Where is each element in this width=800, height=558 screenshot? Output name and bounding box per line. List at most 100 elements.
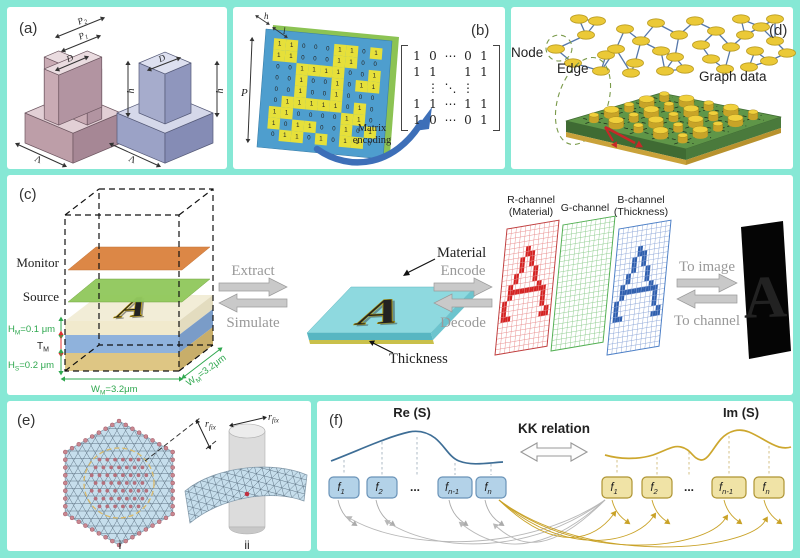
label-to-image: To image: [679, 259, 735, 275]
label-sub-i: i: [119, 538, 122, 552]
frequency-box-label: f2: [375, 482, 383, 496]
graph-node: [547, 44, 565, 54]
label-rfix-ii: rfix: [268, 412, 280, 425]
svg-text:0: 0: [321, 114, 325, 120]
matrix-cell-4-4: 1: [480, 113, 488, 127]
matrix-cell-2-1: ⋮: [427, 81, 439, 95]
svg-text:...: ...: [684, 480, 694, 494]
graph-node: [722, 42, 740, 52]
svg-text:0: 0: [346, 105, 350, 111]
frequency-box-label: f1: [337, 482, 344, 496]
matrix-encoding-arrow: [313, 119, 425, 166]
graph-node: [740, 62, 758, 72]
matrix-cell-0-3: 0: [464, 49, 472, 63]
svg-text:1: 1: [312, 68, 316, 74]
graph-node: [778, 48, 796, 58]
svg-text:0: 0: [332, 127, 336, 133]
matrix-cell-3-3: 1: [464, 97, 472, 111]
svg-text:1: 1: [360, 84, 364, 90]
matrix-cell-4-3: 0: [464, 113, 472, 127]
arrow-label-line1: Matrix: [358, 123, 387, 134]
panel-e-canvas: (e) rfix rfix i ii: [17, 412, 308, 552]
binary-matrix: 1 0 ⋯ 0 1 1 1 1 1 ⋮ ⋱ ⋮ 1 1 ⋯ 1 1 1 0 ⋯ 0 1: [401, 45, 500, 131]
panel-tag-c: (c): [19, 186, 37, 203]
svg-text:1: 1: [308, 124, 312, 130]
frequency-box: [437, 476, 473, 499]
label-b-channel: B-channel: [617, 194, 664, 206]
svg-text:1: 1: [372, 85, 376, 91]
frequency-box: [641, 476, 673, 499]
frequency-box-label: fn: [484, 482, 491, 496]
label-h-left: h: [126, 89, 137, 94]
svg-text:1: 1: [357, 118, 361, 124]
graph-node: [564, 58, 582, 68]
svg-text:0: 0: [320, 125, 324, 131]
svg-text:1: 1: [373, 73, 377, 79]
graph-node: [656, 66, 674, 76]
label-r-channel-2: (Material): [509, 206, 553, 218]
svg-text:0: 0: [367, 141, 371, 147]
label-r-channel: R-channel: [507, 194, 555, 206]
label-p2: P2: [75, 14, 89, 29]
svg-text:0: 0: [274, 98, 278, 104]
svg-text:0: 0: [309, 113, 313, 119]
svg-text:0: 0: [333, 115, 337, 121]
graph-node: [707, 26, 725, 36]
qr-slab: 1 1 0 0 0 1 1 0 1 1 1 0 0 0 1 1 0 0 0 0 1 1 1 1 0 0 1 0 0 1 0 0 1 0 1 1 0 0 1 0…: [245, 15, 399, 160]
arrow-label-line2: encoding: [353, 135, 392, 146]
fdtd-dashed-box: [64, 188, 214, 372]
svg-text:1: 1: [310, 102, 314, 108]
label-encode: Encode: [441, 263, 486, 279]
graph-node: [652, 46, 670, 56]
svg-text:1: 1: [324, 69, 328, 75]
label-hs: HS=0.2 μm: [8, 360, 54, 373]
svg-text:0: 0: [287, 77, 291, 83]
svg-text:1: 1: [336, 70, 340, 76]
matrix-cell-0-1: 0: [429, 49, 437, 63]
graph-node: [702, 54, 720, 64]
graph-node: [760, 56, 778, 66]
graph-node: [607, 44, 625, 54]
rgb-channel-grids: [494, 215, 672, 356]
svg-text:1: 1: [285, 111, 289, 117]
graph-node: [692, 40, 710, 50]
svg-text:1: 1: [298, 100, 302, 106]
svg-text:0: 0: [275, 87, 279, 93]
svg-text:0: 0: [297, 112, 301, 118]
label-decode: Decode: [440, 315, 486, 331]
svg-text:0: 0: [312, 79, 316, 85]
panel-tag-b: (b): [471, 22, 489, 39]
graph-node: [736, 30, 754, 40]
svg-text:0: 0: [325, 58, 329, 64]
graph-node: [577, 30, 595, 40]
label-p1: P1: [76, 29, 90, 44]
frequency-box-label: f1: [610, 482, 617, 496]
matrix-cell-3-1: 1: [429, 97, 437, 111]
label-slab-h: h: [264, 11, 269, 21]
graph-node: [616, 24, 634, 34]
svg-text:...: ...: [410, 480, 420, 494]
svg-text:1: 1: [299, 89, 303, 95]
svg-text:1: 1: [290, 43, 294, 49]
svg-text:1: 1: [278, 42, 282, 48]
svg-text:1: 1: [349, 60, 353, 66]
svg-text:1: 1: [334, 104, 338, 110]
matrix-cell-2-2: ⋱: [444, 81, 457, 95]
label-source: Source: [23, 289, 59, 304]
graph-node: [570, 14, 588, 24]
label-tm: TM: [37, 341, 49, 354]
frequency-box: [328, 476, 360, 499]
graph-node: [716, 64, 734, 74]
svg-text:0: 0: [331, 138, 335, 144]
dimension-lines: [58, 316, 223, 382]
panel-d-graph-data: (d) Node Edge Graph data: [511, 7, 796, 169]
matrix-cell-2-0: [409, 80, 425, 96]
frequency-box: [366, 476, 398, 499]
svg-text:1: 1: [338, 47, 342, 53]
frequency-box: [711, 476, 747, 499]
graph-node: [670, 30, 688, 40]
svg-text:0: 0: [361, 72, 365, 78]
svg-text:0: 0: [356, 129, 360, 135]
panel-a-unit-cells: (a) P2 P1 D D h h Λ Λ: [7, 7, 227, 169]
svg-text:1: 1: [296, 123, 300, 129]
